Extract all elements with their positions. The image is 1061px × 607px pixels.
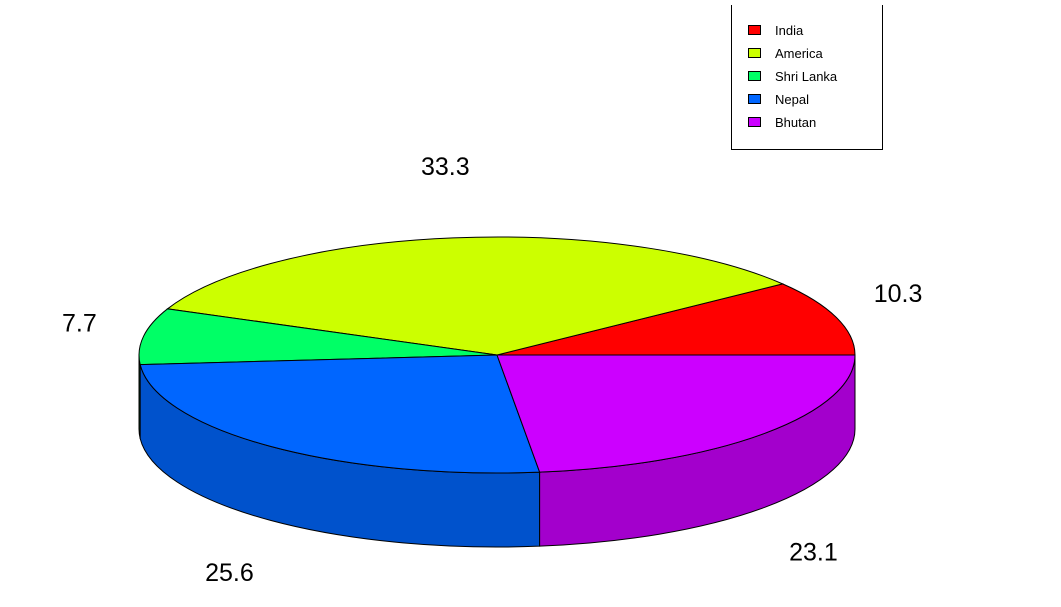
pie-label-america: 33.3 bbox=[421, 153, 470, 181]
pie-label-bhutan: 23.1 bbox=[789, 538, 838, 566]
legend-label-nepal: Nepal bbox=[775, 91, 809, 107]
legend-item-nepal: Nepal bbox=[748, 91, 809, 107]
pie-slice-america bbox=[166, 236, 785, 356]
pie-label-nepal: 25.6 bbox=[205, 559, 254, 587]
pie-slice-nepal bbox=[139, 354, 541, 474]
legend-swatch bbox=[748, 94, 761, 104]
pie-slice-shri-lanka bbox=[138, 308, 498, 366]
legend-item-america: America bbox=[748, 45, 823, 61]
legend-item-shri-lanka: Shri Lanka bbox=[748, 68, 837, 84]
legend-swatch bbox=[748, 48, 761, 58]
legend: India America Shri Lanka Nepal Bhutan bbox=[731, 5, 883, 150]
legend-label-india: India bbox=[775, 22, 804, 38]
legend-swatch bbox=[748, 25, 761, 35]
pie-slice-india bbox=[496, 283, 856, 356]
legend-swatch bbox=[748, 117, 761, 127]
legend-label-bhutan: Bhutan bbox=[775, 114, 817, 130]
legend-item-bhutan: Bhutan bbox=[748, 114, 816, 130]
pie-label-shri-lanka: 7.7 bbox=[62, 310, 97, 338]
pie-label-india: 10.3 bbox=[874, 280, 923, 308]
pie-slice-bhutan bbox=[496, 354, 856, 473]
legend-label-shri-lanka: Shri Lanka bbox=[775, 68, 838, 84]
legend-item-india: India bbox=[748, 22, 803, 38]
legend-label-america: America bbox=[775, 45, 823, 61]
legend-swatch bbox=[748, 71, 761, 81]
